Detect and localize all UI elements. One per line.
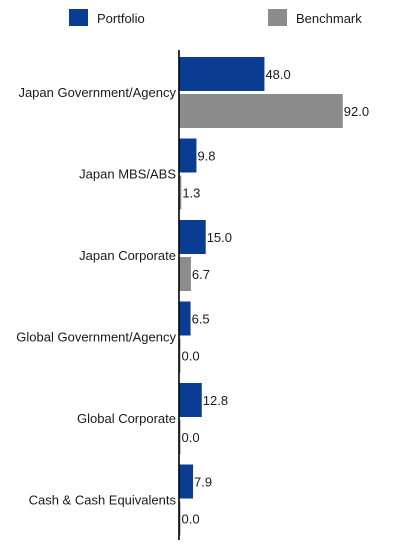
bar-benchmark <box>179 175 182 210</box>
bar-portfolio <box>179 383 202 417</box>
bar-portfolio <box>179 138 197 173</box>
data-label: 6.7 <box>192 267 210 282</box>
category-label: Japan MBS/ABS <box>79 167 176 182</box>
data-label: 6.5 <box>192 312 210 327</box>
bar-benchmark <box>179 94 343 128</box>
legend-swatch-portfolio <box>69 9 88 26</box>
bar-portfolio <box>179 220 206 254</box>
data-label: 9.8 <box>197 149 215 164</box>
plot-area: Japan Government/Agency 48.0 92.0 Japan MBS… <box>16 50 369 540</box>
data-label: 48.0 <box>265 67 290 82</box>
bar-benchmark <box>179 257 191 291</box>
data-label: 12.8 <box>203 393 228 408</box>
category-label: Global Corporate <box>77 411 176 426</box>
bar-portfolio <box>179 464 194 499</box>
category-label: Global Government/Agency <box>16 330 176 345</box>
bar-portfolio <box>179 301 191 336</box>
legend-swatch-benchmark <box>268 9 287 26</box>
data-label: 15.0 <box>207 230 232 245</box>
legend-label-portfolio: Portfolio <box>97 11 145 26</box>
chart-legend: Portfolio Benchmark <box>69 9 362 26</box>
data-label: 1.3 <box>182 186 200 201</box>
bar-portfolio <box>179 57 265 91</box>
data-label: 7.9 <box>194 475 212 490</box>
data-label: 0.0 <box>182 430 200 445</box>
data-label: 92.0 <box>344 104 369 119</box>
category-label: Japan Government/Agency <box>18 85 176 100</box>
data-label: 0.0 <box>182 512 200 527</box>
legend-label-benchmark: Benchmark <box>296 11 362 26</box>
category-label: Cash & Cash Equivalents <box>29 493 177 508</box>
data-label: 0.0 <box>182 349 200 364</box>
category-label: Japan Corporate <box>79 248 176 263</box>
